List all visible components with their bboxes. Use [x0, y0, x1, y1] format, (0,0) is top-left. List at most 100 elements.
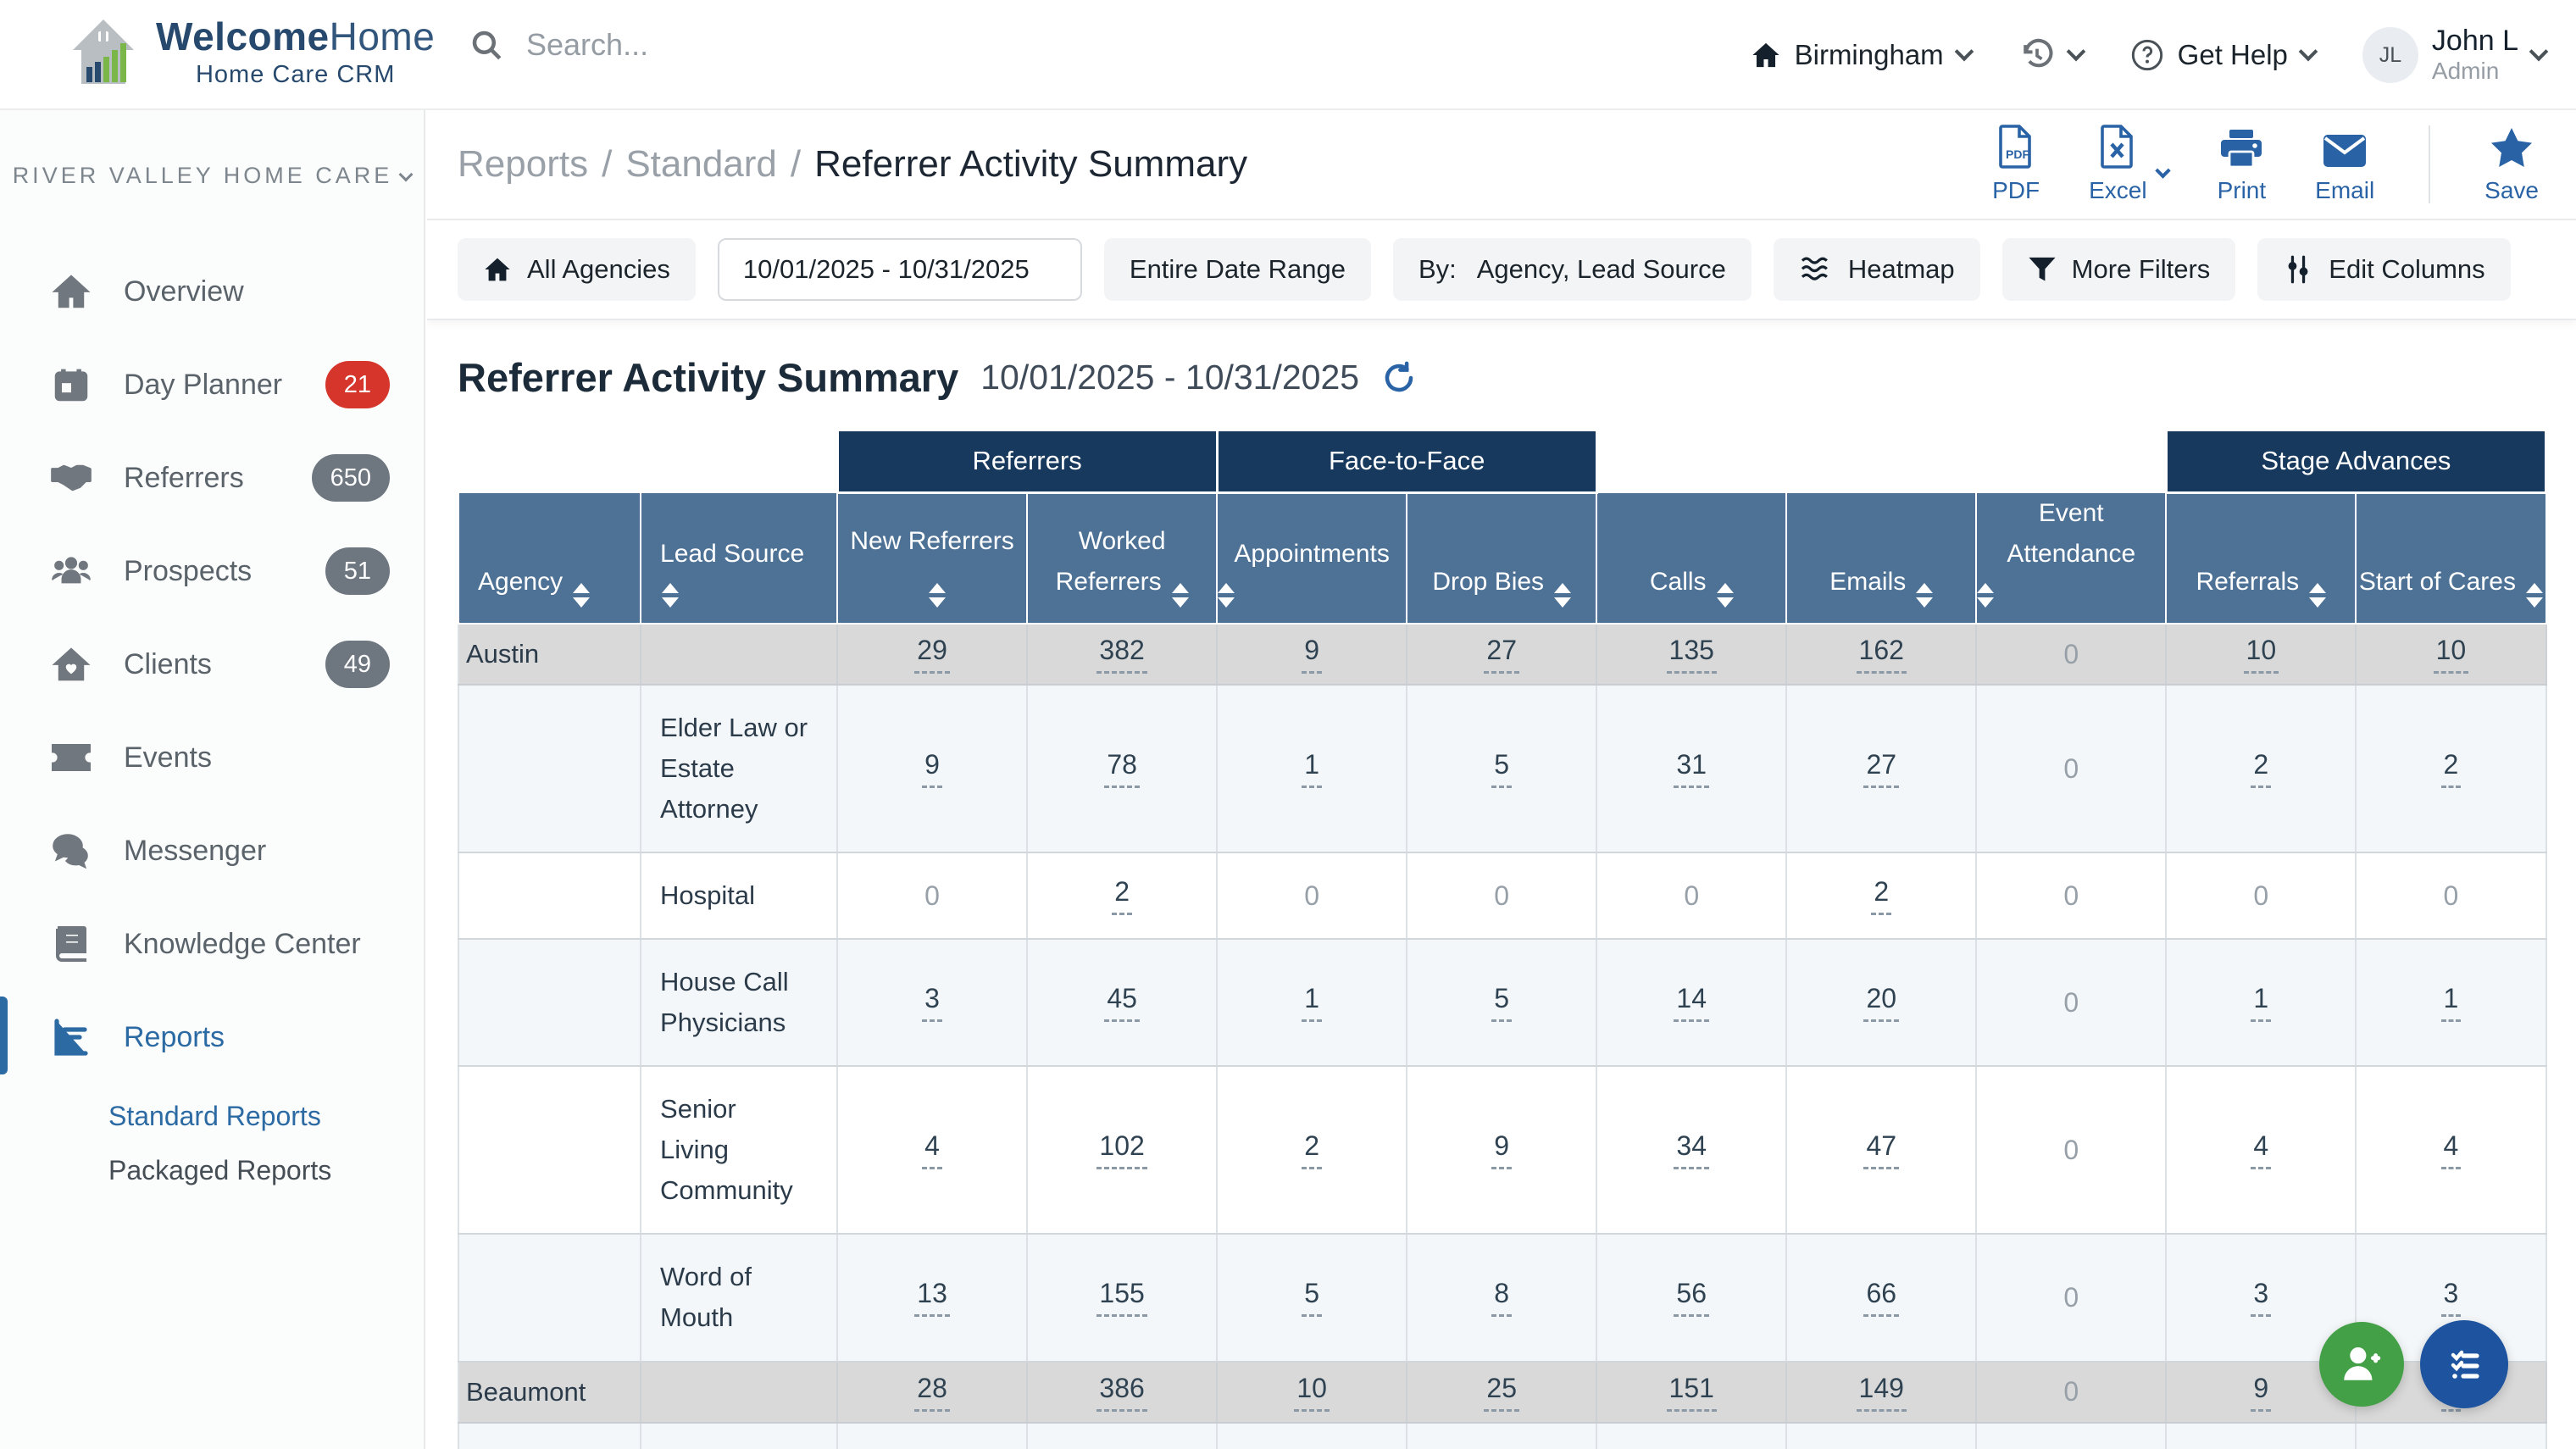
more-filters-button[interactable]: More Filters: [2001, 238, 2236, 301]
metric-cell: 34: [1596, 1422, 1788, 1449]
metric-link[interactable]: 3: [2440, 1278, 2462, 1318]
column-header-lead-source[interactable]: Lead Source: [640, 491, 839, 625]
metric-link[interactable]: 4: [2440, 1130, 2462, 1170]
metric-link[interactable]: 2: [2440, 749, 2462, 789]
metric-link[interactable]: 28: [914, 1373, 950, 1412]
column-header-start-of-cares[interactable]: Start of Cares: [2355, 491, 2547, 625]
metric-link[interactable]: 5: [1491, 749, 1513, 789]
export-excel-button[interactable]: Excel: [2089, 125, 2147, 204]
get-help-menu[interactable]: Get Help: [2130, 38, 2318, 72]
metric-link[interactable]: 10: [1294, 1373, 1330, 1412]
metric-link[interactable]: 25: [1484, 1373, 1519, 1412]
metric-link[interactable]: 10: [2243, 635, 2279, 674]
metric-link[interactable]: 27: [1484, 635, 1519, 674]
column-header-drop-bies[interactable]: Drop Bies: [1406, 491, 1598, 625]
column-header-referrals[interactable]: Referrals: [2165, 491, 2357, 625]
metric-link[interactable]: 14: [1674, 983, 1710, 1023]
group-by-filter[interactable]: By: Agency, Lead Source: [1392, 238, 1752, 301]
print-button[interactable]: Print: [2218, 125, 2266, 204]
metric-link[interactable]: 386: [1096, 1373, 1147, 1412]
metric-link[interactable]: 5: [1302, 1278, 1323, 1318]
history-menu[interactable]: [2018, 36, 2085, 74]
location-selector[interactable]: Birmingham: [1751, 39, 1974, 71]
metric-link[interactable]: 8: [1491, 1278, 1513, 1318]
metric-link[interactable]: 2: [1302, 1130, 1323, 1170]
metric-link[interactable]: 382: [1096, 635, 1147, 674]
export-pdf-button[interactable]: PDF PDF: [1992, 125, 2040, 204]
search-input[interactable]: [526, 27, 882, 63]
entire-date-range-filter[interactable]: Entire Date Range: [1103, 238, 1371, 301]
column-header-worked-referrers[interactable]: Worked Referrers: [1026, 491, 1219, 625]
task-list-fab[interactable]: [2420, 1320, 2508, 1408]
excel-dropdown-chevron[interactable]: [2154, 162, 2171, 179]
breadcrumb-reports[interactable]: Reports: [458, 143, 589, 185]
metric-link[interactable]: 1: [2440, 983, 2462, 1023]
metric-link[interactable]: 5: [1491, 983, 1513, 1023]
metric-link[interactable]: 9: [1302, 635, 1323, 674]
sidebar-item-events[interactable]: Events: [0, 711, 424, 804]
agencies-filter[interactable]: All Agencies: [458, 238, 696, 301]
column-header-emails[interactable]: Emails: [1785, 491, 1978, 625]
metric-link[interactable]: 2: [1871, 876, 1892, 916]
edit-columns-button[interactable]: Edit Columns: [2257, 238, 2511, 301]
metric-link[interactable]: 27: [1863, 749, 1900, 789]
metric-link[interactable]: 135: [1666, 635, 1717, 674]
sidebar-item-standard-reports[interactable]: Standard Reports: [108, 1100, 321, 1131]
metric-link[interactable]: 151: [1666, 1373, 1717, 1412]
sidebar-item-overview[interactable]: Overview: [0, 245, 424, 338]
refresh-icon[interactable]: [1381, 360, 1417, 396]
column-header-calls[interactable]: Calls: [1596, 491, 1788, 625]
metric-link[interactable]: 13: [914, 1278, 950, 1318]
metric-link[interactable]: 3: [2251, 1278, 2272, 1318]
metric-link[interactable]: 9: [922, 749, 942, 789]
column-header-agency[interactable]: Agency: [457, 491, 642, 625]
sidebar-item-day-planner[interactable]: Day Planner 21: [0, 338, 424, 431]
metric-link[interactable]: 4: [2251, 1130, 2272, 1170]
metric-link[interactable]: 20: [1863, 983, 1900, 1023]
metric-link[interactable]: 3: [922, 983, 942, 1023]
metric-link[interactable]: 2: [2251, 749, 2272, 789]
sidebar-item-messenger[interactable]: Messenger: [0, 804, 424, 897]
email-button[interactable]: Email: [2315, 125, 2374, 204]
sidebar-item-referrers[interactable]: Referrers 650: [0, 431, 424, 525]
save-report-button[interactable]: Save: [2484, 125, 2539, 204]
metric-link[interactable]: 47: [1863, 1130, 1900, 1170]
sidebar-item-reports[interactable]: Reports: [0, 991, 424, 1084]
metric-cell: 14: [1596, 939, 1788, 1068]
metric-link[interactable]: 1: [1302, 749, 1323, 789]
metric-link[interactable]: 10: [2433, 635, 2469, 674]
global-search[interactable]: [469, 27, 882, 63]
metric-link[interactable]: 45: [1104, 983, 1140, 1023]
sidebar-item-packaged-reports[interactable]: Packaged Reports: [108, 1154, 332, 1185]
metric-link[interactable]: 2: [1112, 876, 1133, 916]
date-range-input[interactable]: [717, 238, 1082, 301]
metric-link[interactable]: 9: [2251, 1373, 2272, 1412]
metric-link[interactable]: 31: [1674, 749, 1710, 789]
metric-link[interactable]: 29: [914, 635, 950, 674]
column-header-new-referrers[interactable]: New Referrers: [836, 491, 1029, 625]
metric-link[interactable]: 78: [1104, 749, 1140, 789]
user-name: John L: [2431, 25, 2518, 58]
breadcrumb-standard[interactable]: Standard: [625, 143, 777, 185]
add-referrer-fab[interactable]: [2319, 1322, 2404, 1407]
metric-link[interactable]: 56: [1674, 1278, 1710, 1318]
metric-link[interactable]: 102: [1096, 1130, 1147, 1170]
metric-link[interactable]: 66: [1863, 1278, 1900, 1318]
sidebar-item-prospects[interactable]: Prospects 51: [0, 525, 424, 618]
metric-link[interactable]: 34: [1674, 1130, 1710, 1170]
heatmap-toggle[interactable]: Heatmap: [1773, 238, 1980, 301]
metric-link[interactable]: 162: [1856, 635, 1907, 674]
user-menu[interactable]: JL John L Admin: [2362, 25, 2549, 85]
column-header-event-attendance[interactable]: Event Attendance: [1975, 491, 2168, 625]
metric-link[interactable]: 1: [2251, 983, 2272, 1023]
sidebar-item-knowledge-center[interactable]: Knowledge Center: [0, 897, 424, 991]
metric-link[interactable]: 1: [1302, 983, 1323, 1023]
metric-link[interactable]: 9: [1491, 1130, 1513, 1170]
column-header-appointments[interactable]: Appointments: [1216, 491, 1408, 625]
metric-link[interactable]: 155: [1096, 1278, 1147, 1318]
metric-link[interactable]: 4: [922, 1130, 942, 1170]
metric-link[interactable]: 149: [1856, 1373, 1907, 1412]
brand-logo[interactable]: WelcomeHome Home Care CRM: [66, 14, 435, 89]
org-selector[interactable]: RIVER VALLEY HOME CARE: [0, 163, 424, 189]
sidebar-item-clients[interactable]: Clients 49: [0, 618, 424, 711]
